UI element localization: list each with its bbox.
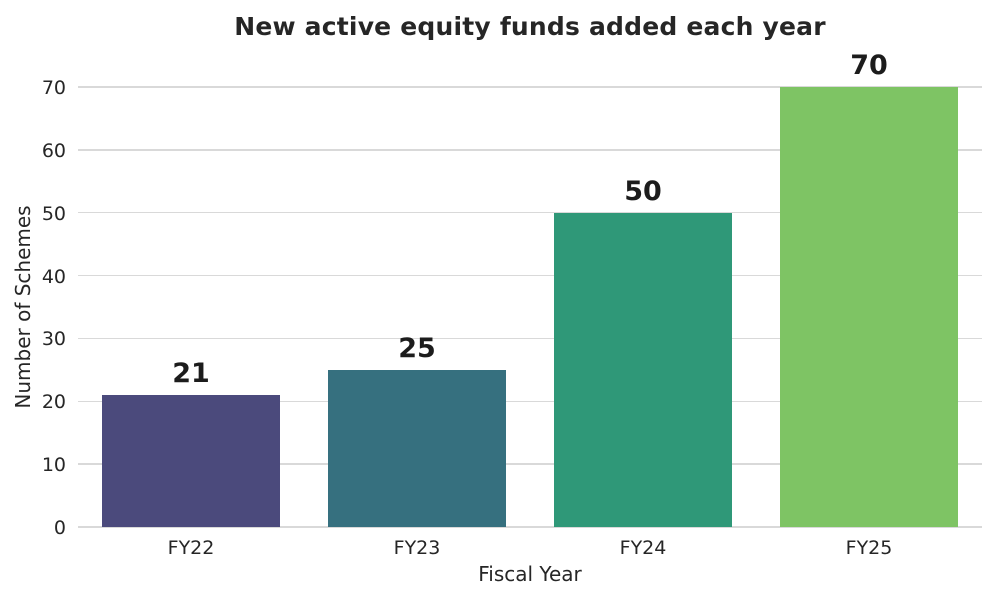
y-tick-label-10: 10 (41, 454, 66, 477)
gridline-y60 (78, 149, 982, 151)
bar-FY22 (102, 395, 280, 527)
y-tick-label-40: 40 (41, 265, 66, 288)
gridline-y10 (78, 463, 982, 465)
y-tick-label-30: 30 (41, 328, 66, 351)
bar-FY24 (554, 212, 732, 527)
gridline-y30 (78, 337, 982, 340)
bar-FY25 (780, 87, 958, 527)
gridline-y70 (78, 86, 982, 88)
bar-FY23 (328, 369, 506, 527)
x-tick-label-FY23: FY23 (393, 537, 441, 559)
y-tick-label-50: 50 (41, 202, 66, 225)
y-axis-label: Number of Schemes (11, 205, 35, 409)
bar-value-label-FY25: 70 (850, 50, 888, 81)
bar-value-label-FY23: 25 (398, 332, 436, 364)
x-tick-label-FY25: FY25 (845, 537, 893, 559)
gridline-y20 (78, 400, 982, 403)
y-tick-label-0: 0 (53, 517, 66, 539)
x-axis-label: Fiscal Year (478, 562, 582, 586)
y-tick-label-20: 20 (41, 391, 66, 414)
x-tick-label-FY24: FY24 (619, 537, 667, 559)
gridline-y0 (78, 526, 982, 528)
x-tick-label-FY22: FY22 (167, 537, 215, 559)
plot-area: 21 25 50 70 (78, 50, 982, 528)
bar-value-label-FY22: 21 (172, 358, 210, 389)
y-tick-label-60: 60 (41, 139, 66, 162)
bar-value-label-FY24: 50 (624, 175, 662, 207)
gridline-y50 (78, 211, 982, 214)
chart-title: New active equity funds added each year (234, 12, 826, 41)
y-tick-label-70: 70 (41, 77, 66, 99)
gridline-y40 (78, 274, 982, 277)
